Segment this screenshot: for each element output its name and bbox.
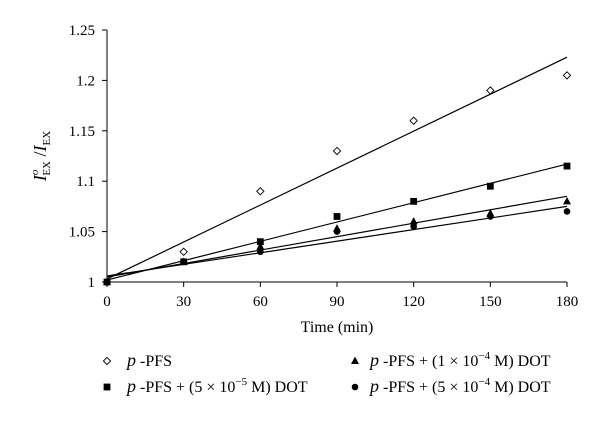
legend-item-series-2: p -PFS + (5 × 10−5 M) DOT — [103, 376, 308, 396]
data-point-series-4 — [563, 208, 571, 215]
legend-item-series-1: p -PFS — [102, 350, 172, 370]
data-point-series-4 — [257, 248, 264, 256]
data-point-series-4 — [487, 213, 494, 220]
data-point-series-1 — [562, 71, 572, 80]
fit-line-series-2 — [106, 163, 568, 281]
data-point-series-1 — [486, 86, 495, 95]
legend-marker — [351, 356, 359, 364]
legend-label: p -PFS + (5 × 10−5 M) DOT — [125, 376, 308, 396]
data-point-series-4 — [103, 278, 111, 286]
x-tick-label: 30 — [176, 294, 191, 310]
y-tick-label: 1.15 — [69, 124, 95, 140]
data-point-series-3 — [409, 217, 418, 225]
data-point-series-4 — [180, 258, 187, 266]
legend-marker — [102, 356, 112, 366]
legend-item-series-4: p -PFS + (5 × 10−4 M) DOT — [351, 376, 551, 396]
data-point-series-3 — [563, 196, 571, 205]
data-markers — [102, 71, 572, 287]
legend-marker — [103, 383, 111, 391]
data-point-series-1 — [409, 116, 418, 125]
data-point-series-1 — [332, 146, 342, 156]
legend-item-series-3: p -PFS + (1 × 10−4 M) DOT — [351, 350, 551, 370]
data-point-series-3 — [256, 242, 265, 250]
x-tick-label: 60 — [253, 294, 268, 310]
x-tick-label: 0 — [103, 294, 111, 310]
fit-lines — [106, 56, 568, 281]
y-tick-label: 1.1 — [76, 174, 95, 190]
legend-marker — [351, 383, 359, 391]
legend-label: p -PFS — [125, 350, 172, 370]
data-point-series-1 — [256, 187, 265, 196]
data-point-series-4 — [410, 223, 417, 230]
data-point-series-2 — [410, 197, 418, 205]
data-point-series-4 — [333, 228, 341, 235]
y-axis-title: IoEX /IEX — [29, 131, 53, 182]
data-point-series-2 — [256, 238, 264, 246]
legend-label: p -PFS + (5 × 10−4 M) DOT — [368, 376, 551, 396]
legend: p -PFS p -PFS + (5 × 10−5 M) DOT p -PFS + … — [102, 350, 551, 396]
x-tick-label: 150 — [479, 294, 502, 310]
y-tick-label: 1.2 — [76, 73, 95, 89]
x-tick-label: 90 — [330, 294, 345, 310]
y-tick-label: 1.05 — [69, 225, 95, 241]
fit-line-series-1 — [106, 56, 568, 280]
data-point-series-1 — [179, 247, 188, 256]
y-tick-label: 1.25 — [69, 23, 95, 39]
data-point-series-2 — [333, 213, 341, 220]
legend-label: p -PFS + (1 × 10−4 M) DOT — [368, 350, 551, 370]
data-point-series-2 — [486, 182, 494, 190]
x-axis-title: Time (min) — [301, 319, 374, 336]
x-tick-label: 180 — [556, 294, 579, 310]
x-tick-label: 120 — [402, 294, 425, 310]
data-point-series-2 — [563, 162, 571, 170]
fit-line-series-3 — [106, 195, 568, 278]
axes: 1 1.05 1.1 1.15 1.2 1.25 0 30 60 90 120 150 180 Time … — [29, 23, 578, 336]
y-tick-label: 1 — [88, 275, 96, 291]
